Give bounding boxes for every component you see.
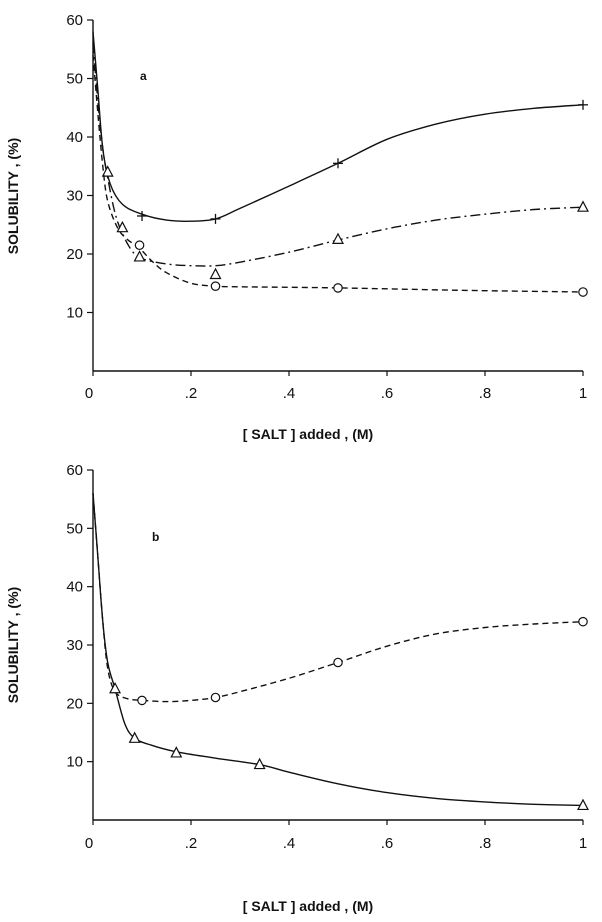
triangle-marker	[253, 757, 266, 770]
circle-marker	[210, 281, 221, 291]
x-axis-title: [ SALT ] added , (M)	[243, 898, 373, 914]
x-tick-label: 0	[85, 835, 93, 852]
triangle-marker	[133, 250, 146, 262]
triangle-marker	[209, 267, 222, 280]
y-tick-label: 20	[66, 695, 83, 712]
series-circle-line	[92, 55, 584, 293]
x-tick-label: .8	[479, 835, 492, 852]
x-tick-label: .4	[283, 835, 296, 852]
x-tick-label: .6	[381, 835, 394, 852]
panel-label: b	[152, 530, 159, 544]
panel-a-chart: 10 20 30 40 50 60 0 .2 .4 .6 .8 1 [ SALT ] added , (…	[5, 12, 589, 442]
y-tick-label: 40	[66, 579, 83, 596]
series-triangle-line	[92, 493, 584, 807]
x-tick-label: .2	[185, 835, 198, 852]
y-tick-label: 40	[66, 129, 83, 146]
x-axis-title: [ SALT ] added , (M)	[243, 426, 373, 442]
circle-marker	[134, 240, 145, 251]
x-tick-label: 1	[579, 385, 587, 402]
x-tick-label: 1	[579, 835, 587, 852]
triangle-marker	[170, 746, 183, 758]
x-tick-label: .6	[381, 385, 394, 402]
plus-marker	[210, 213, 221, 224]
series-circle-line	[92, 493, 584, 703]
circle-marker	[578, 287, 588, 297]
y-tick-label: 50	[66, 71, 83, 88]
x-tick-label: .2	[185, 385, 198, 402]
triangle-marker	[101, 165, 114, 177]
circle-marker	[333, 283, 343, 293]
y-tick-label: 20	[66, 246, 83, 263]
plus-marker	[137, 210, 147, 221]
x-tick-label: .4	[283, 385, 296, 402]
circle-marker	[210, 692, 221, 703]
plus-marker	[578, 99, 588, 110]
y-tick-label: 50	[66, 520, 83, 537]
series-triangle-line	[92, 43, 584, 267]
plus-marker	[333, 158, 343, 169]
triangle-marker	[109, 681, 122, 694]
series-plus-line	[92, 31, 584, 222]
x-tick-label: .8	[479, 385, 492, 402]
y-tick-label: 10	[66, 754, 83, 771]
y-tick-label: 10	[66, 305, 83, 322]
y-tick-label: 30	[66, 188, 83, 205]
triangle-marker	[577, 798, 589, 811]
y-axis-title: SOLUBILITY , (%)	[5, 138, 21, 254]
y-tick-label: 60	[66, 12, 83, 29]
circle-marker	[333, 657, 343, 668]
y-tick-label: 60	[66, 462, 83, 479]
circle-marker	[137, 695, 147, 706]
triangle-marker	[577, 200, 589, 212]
circle-marker	[578, 616, 588, 627]
y-tick-label: 30	[66, 637, 83, 654]
y-axis-title: SOLUBILITY , (%)	[5, 587, 21, 703]
triangle-marker	[332, 232, 344, 244]
triangle-marker	[116, 220, 129, 233]
panel-b-chart: 10 20 30 40 50 60 0 .2 .4 .6 .8 1 [ SALT ] added , (…	[5, 462, 589, 914]
x-tick-label: 0	[85, 385, 93, 402]
panel-label: a	[140, 69, 147, 83]
triangle-marker	[128, 731, 141, 743]
